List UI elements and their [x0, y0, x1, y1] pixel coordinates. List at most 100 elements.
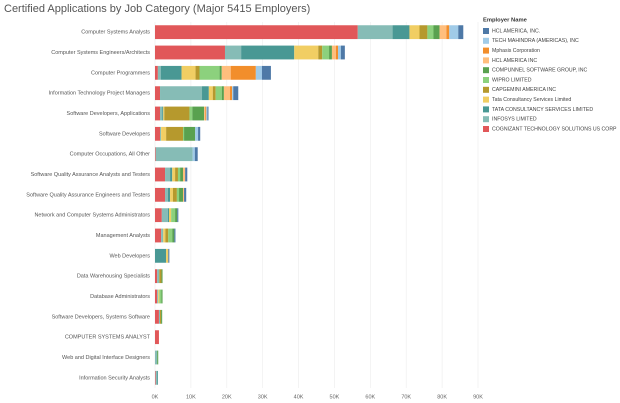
- bar-segment: [185, 167, 188, 182]
- y-tick-label: Network and Computer Systems Administrat…: [34, 213, 150, 219]
- legend-swatch: [483, 77, 489, 83]
- bar-segment: [439, 25, 447, 40]
- legend-swatch: [483, 96, 489, 103]
- bar-segment: [419, 25, 428, 40]
- bar-segment: [331, 45, 336, 60]
- bar-segment: [166, 126, 183, 141]
- bar-segment: [168, 228, 173, 243]
- bar-segment: [192, 147, 195, 162]
- legend-label: WIPRO LIMITED: [492, 77, 532, 83]
- bar-segment: [155, 248, 167, 263]
- y-tick-label: Web Developers: [109, 253, 150, 259]
- y-tick-label: Computer Programmers: [91, 70, 150, 76]
- x-tick-label: 0K: [152, 394, 159, 400]
- chart-title: Certified Applications by Job Category (…: [4, 3, 310, 15]
- bar-segment: [195, 65, 200, 80]
- bar-segment: [409, 25, 420, 40]
- y-tick-label: Computer Occupations, All Other: [70, 152, 151, 158]
- bar-segment: [192, 106, 205, 121]
- bar-segment: [155, 147, 156, 162]
- legend-label: COGNIZANT TECHNOLOGY SOLUTIONS US CORP: [492, 126, 617, 132]
- bar-segment: [170, 167, 173, 182]
- x-tick-label: 80K: [437, 394, 447, 400]
- bar-segment: [155, 106, 161, 121]
- legend-label: Mphasis Corporation: [492, 48, 540, 54]
- bar-segment: [458, 25, 464, 40]
- y-tick-label: Management Analysts: [96, 233, 150, 239]
- bar-segment: [241, 45, 295, 60]
- legend-label: TATA CONSULTANCY SERVICES LIMITED: [492, 107, 593, 113]
- bar-segment: [161, 126, 167, 141]
- bar-segment: [155, 370, 157, 385]
- y-tick-label: Computer Systems Engineers/Architects: [51, 50, 150, 56]
- bar-segment: [230, 86, 233, 101]
- bar-segment: [160, 106, 163, 121]
- bar-segment: [159, 269, 162, 284]
- y-tick-label: Web and Digital Interface Designers: [62, 355, 150, 361]
- bar-segment: [175, 167, 178, 182]
- bar-segment: [449, 25, 459, 40]
- bar-segment: [155, 86, 161, 101]
- legend-swatch: [483, 67, 489, 74]
- bar-segment: [179, 187, 183, 202]
- bar-segment: [219, 65, 222, 80]
- bar-segment: [255, 65, 262, 80]
- y-tick-label: Database Administrators: [90, 294, 150, 300]
- bar-segment: [163, 106, 165, 121]
- bar-segment: [157, 350, 159, 365]
- bar-segment: [172, 187, 177, 202]
- bar-segment: [157, 269, 160, 284]
- bar-segment: [427, 25, 434, 40]
- legend-swatch: [483, 28, 489, 34]
- bar-segment: [261, 65, 271, 80]
- bar-segment: [161, 309, 163, 324]
- bar-segment: [195, 126, 199, 141]
- bar-segment: [221, 86, 224, 101]
- legend-label: HCL AMERICA INC: [492, 58, 537, 64]
- bar-segment: [177, 167, 181, 182]
- legend-label: INFOSYS LIMITED: [492, 117, 537, 123]
- y-tick-label: Software Developers, Systems Software: [52, 314, 150, 320]
- bar-segment: [177, 208, 179, 223]
- y-tick-label: Software Developers, Applications: [67, 111, 151, 117]
- bar-segment: [357, 25, 393, 40]
- legend-swatch: [483, 116, 489, 123]
- y-tick-label: COMPUTER SYSTEMS ANALYST: [65, 335, 151, 341]
- bar-segment: [156, 370, 158, 385]
- bar-segment: [155, 126, 161, 141]
- y-tick-label: Information Security Analysts: [79, 375, 150, 381]
- bar-segment: [157, 65, 161, 80]
- bar-segment: [215, 86, 222, 101]
- legend-swatch: [483, 57, 489, 64]
- bar-segment: [224, 45, 242, 60]
- bar-segment: [446, 25, 450, 40]
- bar-segment: [165, 167, 171, 182]
- bar-segment: [233, 86, 239, 101]
- bar-segment: [294, 45, 319, 60]
- bar-segment: [158, 309, 161, 324]
- bar-segment: [155, 208, 162, 223]
- legend-title: Employer Name: [483, 18, 528, 24]
- bar-segment: [155, 228, 162, 243]
- bar-segment: [232, 86, 234, 101]
- bar-segment: [180, 167, 183, 182]
- bar-segment: [155, 187, 166, 202]
- bar-segment: [157, 289, 159, 304]
- legend-label: CAPGEMINI AMERICA INC: [492, 87, 556, 93]
- bar-segment: [168, 248, 170, 263]
- y-tick-label: Software Developers: [99, 131, 150, 137]
- bar-segment: [172, 167, 176, 182]
- bar-segment: [182, 126, 185, 141]
- bar-segment: [155, 289, 158, 304]
- bar-segment: [155, 45, 225, 60]
- legend-swatch: [483, 126, 489, 132]
- bar-segment: [171, 208, 176, 223]
- bar-segment: [174, 228, 176, 243]
- x-tick-label: 10K: [186, 394, 196, 400]
- bar-segment: [155, 330, 159, 345]
- bar-segment: [433, 25, 440, 40]
- bar-segment: [223, 86, 231, 101]
- bar-segment: [168, 208, 172, 223]
- bar-segment: [155, 167, 166, 182]
